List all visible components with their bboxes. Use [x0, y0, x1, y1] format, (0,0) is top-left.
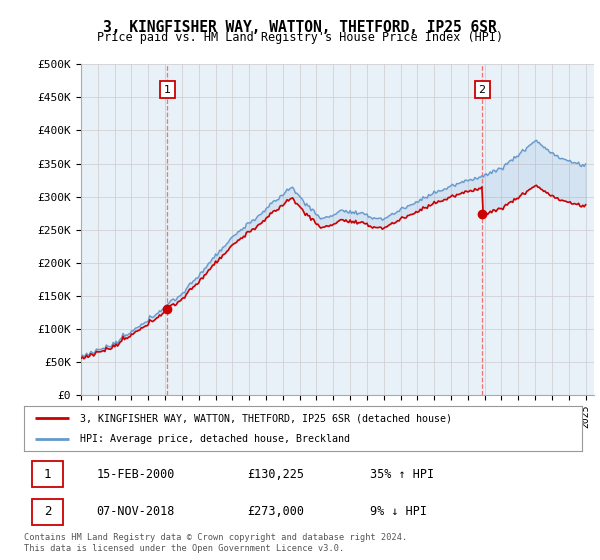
- Text: 3, KINGFISHER WAY, WATTON, THETFORD, IP25 6SR (detached house): 3, KINGFISHER WAY, WATTON, THETFORD, IP2…: [80, 413, 452, 423]
- Text: 15-FEB-2000: 15-FEB-2000: [97, 468, 175, 480]
- Text: 2: 2: [44, 505, 51, 519]
- Text: Price paid vs. HM Land Registry's House Price Index (HPI): Price paid vs. HM Land Registry's House …: [97, 31, 503, 44]
- Text: £273,000: £273,000: [247, 505, 304, 519]
- Text: 07-NOV-2018: 07-NOV-2018: [97, 505, 175, 519]
- Text: HPI: Average price, detached house, Breckland: HPI: Average price, detached house, Brec…: [80, 433, 350, 444]
- Text: 3, KINGFISHER WAY, WATTON, THETFORD, IP25 6SR: 3, KINGFISHER WAY, WATTON, THETFORD, IP2…: [103, 20, 497, 35]
- Text: 2: 2: [479, 85, 486, 95]
- FancyBboxPatch shape: [32, 498, 63, 525]
- Text: Contains HM Land Registry data © Crown copyright and database right 2024.
This d: Contains HM Land Registry data © Crown c…: [24, 533, 407, 553]
- Text: 1: 1: [44, 468, 51, 480]
- FancyBboxPatch shape: [32, 461, 63, 487]
- Text: 1: 1: [164, 85, 171, 95]
- Text: £130,225: £130,225: [247, 468, 304, 480]
- Text: 9% ↓ HPI: 9% ↓ HPI: [370, 505, 427, 519]
- Text: 35% ↑ HPI: 35% ↑ HPI: [370, 468, 434, 480]
